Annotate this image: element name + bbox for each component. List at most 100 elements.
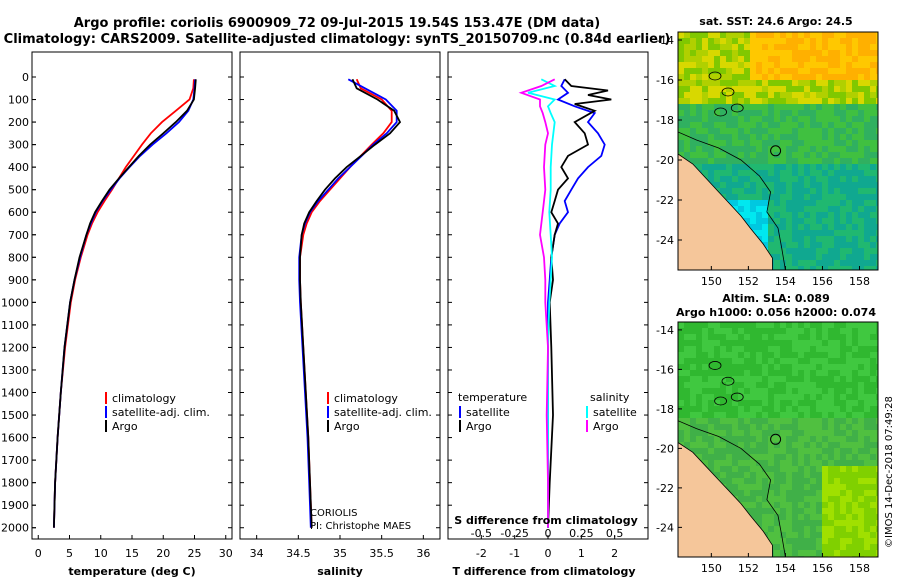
map-cell bbox=[822, 188, 828, 194]
map-cell bbox=[822, 134, 828, 140]
x-tick-label: 34.5 bbox=[286, 547, 311, 560]
map-cell bbox=[876, 140, 878, 146]
map-cell bbox=[690, 346, 696, 352]
map-cell bbox=[744, 212, 750, 218]
depth-tick-label: 2000 bbox=[1, 522, 29, 535]
map-cell bbox=[852, 454, 858, 460]
map-cell bbox=[738, 146, 744, 152]
map-cell bbox=[696, 32, 702, 38]
map-cell bbox=[792, 502, 798, 508]
map-cell bbox=[804, 430, 810, 436]
map-cell bbox=[762, 242, 768, 248]
map-cell bbox=[690, 128, 696, 134]
map-cell bbox=[744, 200, 750, 206]
map-cell bbox=[702, 352, 708, 358]
map-cell bbox=[714, 322, 720, 328]
map-cell bbox=[876, 80, 878, 86]
map-cell bbox=[684, 406, 690, 412]
map-cell bbox=[690, 376, 696, 382]
map-cell bbox=[804, 86, 810, 92]
map-cell bbox=[750, 496, 756, 502]
map-cell bbox=[870, 140, 876, 146]
map-cell bbox=[780, 358, 786, 364]
map-cell bbox=[822, 334, 828, 340]
map-cell bbox=[780, 230, 786, 236]
map-cell bbox=[822, 352, 828, 358]
map-cell bbox=[804, 80, 810, 86]
map-cell bbox=[792, 340, 798, 346]
map-cell bbox=[696, 116, 702, 122]
map-cell bbox=[870, 80, 876, 86]
map-cell bbox=[852, 532, 858, 538]
map-cell bbox=[846, 200, 852, 206]
map-cell bbox=[804, 122, 810, 128]
map-cell bbox=[810, 254, 816, 260]
depth-tick-label: 0 bbox=[22, 71, 29, 84]
map-cell bbox=[774, 170, 780, 176]
map-cell bbox=[870, 430, 876, 436]
map-cell bbox=[732, 80, 738, 86]
map-cell bbox=[732, 38, 738, 44]
map-cell bbox=[810, 412, 816, 418]
map-cell bbox=[756, 182, 762, 188]
map-cell bbox=[738, 406, 744, 412]
map-cell bbox=[762, 182, 768, 188]
map-cell bbox=[744, 478, 750, 484]
map-cell bbox=[732, 68, 738, 74]
map-cell bbox=[732, 340, 738, 346]
map-cell bbox=[696, 340, 702, 346]
map-cell bbox=[684, 104, 690, 110]
map-cell bbox=[864, 466, 870, 472]
map-cell bbox=[792, 478, 798, 484]
map-cell bbox=[744, 358, 750, 364]
map-cell bbox=[870, 550, 876, 556]
map-cell bbox=[720, 182, 726, 188]
map-cell bbox=[702, 334, 708, 340]
depth-tick-label: 1200 bbox=[1, 341, 29, 354]
map-cell bbox=[678, 146, 684, 152]
map-cell bbox=[744, 86, 750, 92]
map-cell bbox=[792, 32, 798, 38]
map-cell bbox=[816, 532, 822, 538]
map-cell bbox=[822, 430, 828, 436]
map-cell bbox=[798, 502, 804, 508]
map-cell bbox=[726, 128, 732, 134]
map-cell bbox=[846, 532, 852, 538]
map-cell bbox=[828, 508, 834, 514]
map-cell bbox=[738, 104, 744, 110]
map-cell bbox=[768, 86, 774, 92]
map-cell bbox=[846, 340, 852, 346]
map-cell bbox=[870, 490, 876, 496]
map-cell bbox=[864, 376, 870, 382]
map-cell bbox=[744, 50, 750, 56]
map-cell bbox=[678, 334, 684, 340]
map-cell bbox=[786, 340, 792, 346]
map-cell bbox=[708, 388, 714, 394]
map-cell bbox=[738, 382, 744, 388]
map-cell bbox=[678, 38, 684, 44]
map-cell bbox=[840, 382, 846, 388]
map-cell bbox=[798, 496, 804, 502]
map-cell bbox=[768, 376, 774, 382]
map-cell bbox=[780, 128, 786, 134]
map-cell bbox=[768, 484, 774, 490]
map-cell bbox=[732, 128, 738, 134]
map-cell bbox=[714, 92, 720, 98]
map-cell bbox=[774, 50, 780, 56]
map-cell bbox=[744, 400, 750, 406]
map-cell bbox=[852, 520, 858, 526]
map-cell bbox=[810, 466, 816, 472]
map-cell bbox=[786, 370, 792, 376]
map-cell bbox=[858, 466, 864, 472]
map-cell bbox=[822, 364, 828, 370]
map-cell bbox=[864, 104, 870, 110]
map-cell bbox=[834, 442, 840, 448]
map-cell bbox=[714, 418, 720, 424]
map-cell bbox=[846, 418, 852, 424]
map-cell bbox=[696, 50, 702, 56]
map-cell bbox=[696, 352, 702, 358]
x-tick-label: 36 bbox=[416, 547, 430, 560]
map-cell bbox=[786, 526, 792, 532]
map-cell bbox=[810, 134, 816, 140]
map-cell bbox=[852, 394, 858, 400]
